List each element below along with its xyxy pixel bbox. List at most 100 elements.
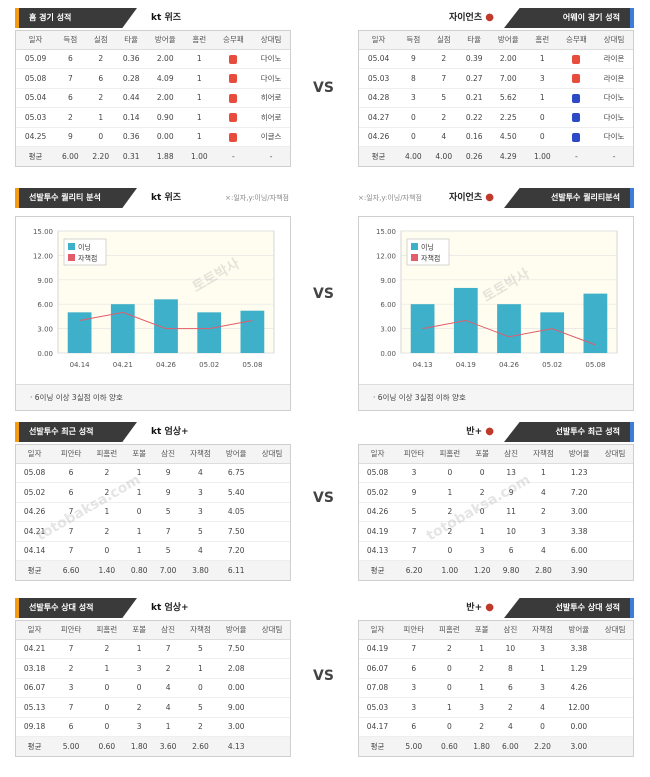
legend-swatch [411,243,418,250]
quality-right-section: ×:일자,y:이닝/자책점 자이언츠 ● 선발투수 퀄리티분석 0.00 3.00… [358,188,634,411]
x-tick-label: 04.26 [499,361,520,369]
table-cell: 2 [55,107,86,128]
table-cell: 05.02 [359,482,397,503]
average-cell: 4.29 [489,146,528,166]
average-cell: 7.00 [153,560,183,580]
table-row: 06.07 6 0 2 8 1 1.29 [359,658,633,679]
table-cell: 2 [88,482,125,503]
table-cell [597,541,633,561]
average-cell: 3.60 [153,736,183,756]
lotte-logo-icon: ● [485,426,494,437]
table-cell: 2.08 [218,658,255,679]
result-cell [214,49,253,69]
table-cell: 4.05 [218,502,255,522]
table-cell: 10 [495,639,525,659]
quality-left-header: 선발투수 퀄리티 분석 kt 위즈 ×:일자,y:이닝/자책점 [15,188,291,208]
average-cell [597,560,633,580]
versus-right-title: 선발투수 상대 성적 [504,598,634,618]
table-cell: 04.17 [359,717,396,737]
table-cell: 7 [428,68,459,89]
versus-left-title: 선발투수 상대 성적 [15,598,137,618]
table-cell: 2 [88,639,125,659]
table-cell: 다이노 [595,88,633,108]
table-cell [597,658,633,679]
table-cell: 04.28 [359,88,399,108]
table-cell: 0.00 [560,717,598,737]
table-cell: 7 [55,68,86,89]
table-cell: 1 [124,463,154,483]
average-cell: - [595,146,633,166]
result-cell [214,127,253,147]
table-cell: 3 [395,678,432,698]
versus-right-table-box: 일자 피안타 피홈런 포볼 삼진 자책점 방어율 상대팀 04.19 7 2 1 10 3 3.38 06.0… [358,620,634,757]
table-cell [597,521,633,542]
recent-right-header: 반+ ● 선발투수 최근 성적 [358,422,634,442]
table-cell: 1 [153,717,183,737]
table-cell: 0.00 [218,678,255,698]
versus-right-table: 일자 피안타 피홈런 포볼 삼진 자책점 방어율 상대팀 04.19 7 2 1 10 3 3.38 06.0… [359,621,633,756]
average-cell: 2.60 [182,736,219,756]
table-cell: 6 [395,658,432,679]
table-cell: 9 [398,49,429,69]
table-cell: 1 [467,678,496,698]
home-team-label: 위즈 [164,13,181,23]
table-cell: 1 [467,521,497,542]
table-cell: 1 [527,88,558,108]
table-row: 04.19 7 2 1 10 3 3.38 [359,521,633,542]
table-cell: 6 [53,717,89,737]
loss-result-icon [229,74,238,83]
quality-right-chart-box: 0.00 3.00 6.00 9.00 12.00 15.00 04.13 04.19 04.2… [358,216,634,411]
quality-left-team-label: 위즈 [164,193,181,203]
average-cell: 4.00 [398,146,429,166]
away-team-label: 자이언츠 [449,13,483,23]
quality-left-title: 선발투수 퀄리티 분석 [15,188,137,208]
average-cell: 4.13 [218,736,255,756]
table-cell: 0 [467,463,497,483]
average-cell: 0.60 [88,736,125,756]
home-record-header: 홈 경기 성적 kt 위즈 [15,8,291,28]
column-header: 삼진 [153,621,183,640]
kt-logo-icon: kt [151,13,162,23]
table-cell: 05.03 [359,697,396,718]
table-cell [254,482,290,503]
table-cell: 2 [431,502,468,522]
table-cell: 0.36 [115,49,147,69]
table-cell: 9 [55,127,86,147]
table-cell: 3 [527,68,558,89]
loss-result-icon [229,54,238,64]
y-tick-label: 6.00 [37,301,53,309]
table-cell: 0 [182,678,219,698]
table-cell [254,541,290,561]
table-cell: 05.02 [16,482,54,503]
away-team-name: 자이언츠 ● [449,8,494,28]
column-header: 포볼 [124,445,154,464]
table-cell: 라이온 [595,68,633,89]
legend-label: 이닝 [421,243,434,252]
y-tick-label: 3.00 [37,326,53,334]
result-cell [557,107,596,128]
table-cell: 8 [398,68,429,89]
column-header: 포볼 [124,621,154,640]
y-tick-label: 15.00 [33,228,53,236]
table-cell [597,463,633,483]
table-cell: 1 [88,658,125,679]
table-row: 09.18 6 0 3 1 2 3.00 [16,717,290,737]
table-cell: 3 [396,463,432,483]
column-header: 타율 [458,31,490,50]
table-cell: 2.00 [489,49,528,69]
table-cell: 3 [124,658,154,679]
column-header: 상대팀 [595,31,633,50]
table-cell: 7 [53,521,89,542]
table-cell: 4 [525,541,562,561]
table-cell: 2.00 [146,49,185,69]
quality-right-team-label: 자이언츠 [449,193,483,203]
draw-result-icon [572,113,581,122]
y-tick-label: 15.00 [376,228,396,236]
versus-left-team-label: 엄상+ [164,603,189,613]
quality-right-note-text: 6이닝 이상 3실점 이하 양호 [377,393,466,402]
column-header: 방어율 [146,31,185,50]
average-cell: 2.80 [525,560,562,580]
home-record-table-box: 일자 득점 실점 타율 방어율 홈런 승무패 상대팀 05.09 6 2 0.36 2.00 1 다이노 0… [15,30,291,167]
column-header: 피안타 [53,445,89,464]
table-cell: 1 [184,68,215,89]
